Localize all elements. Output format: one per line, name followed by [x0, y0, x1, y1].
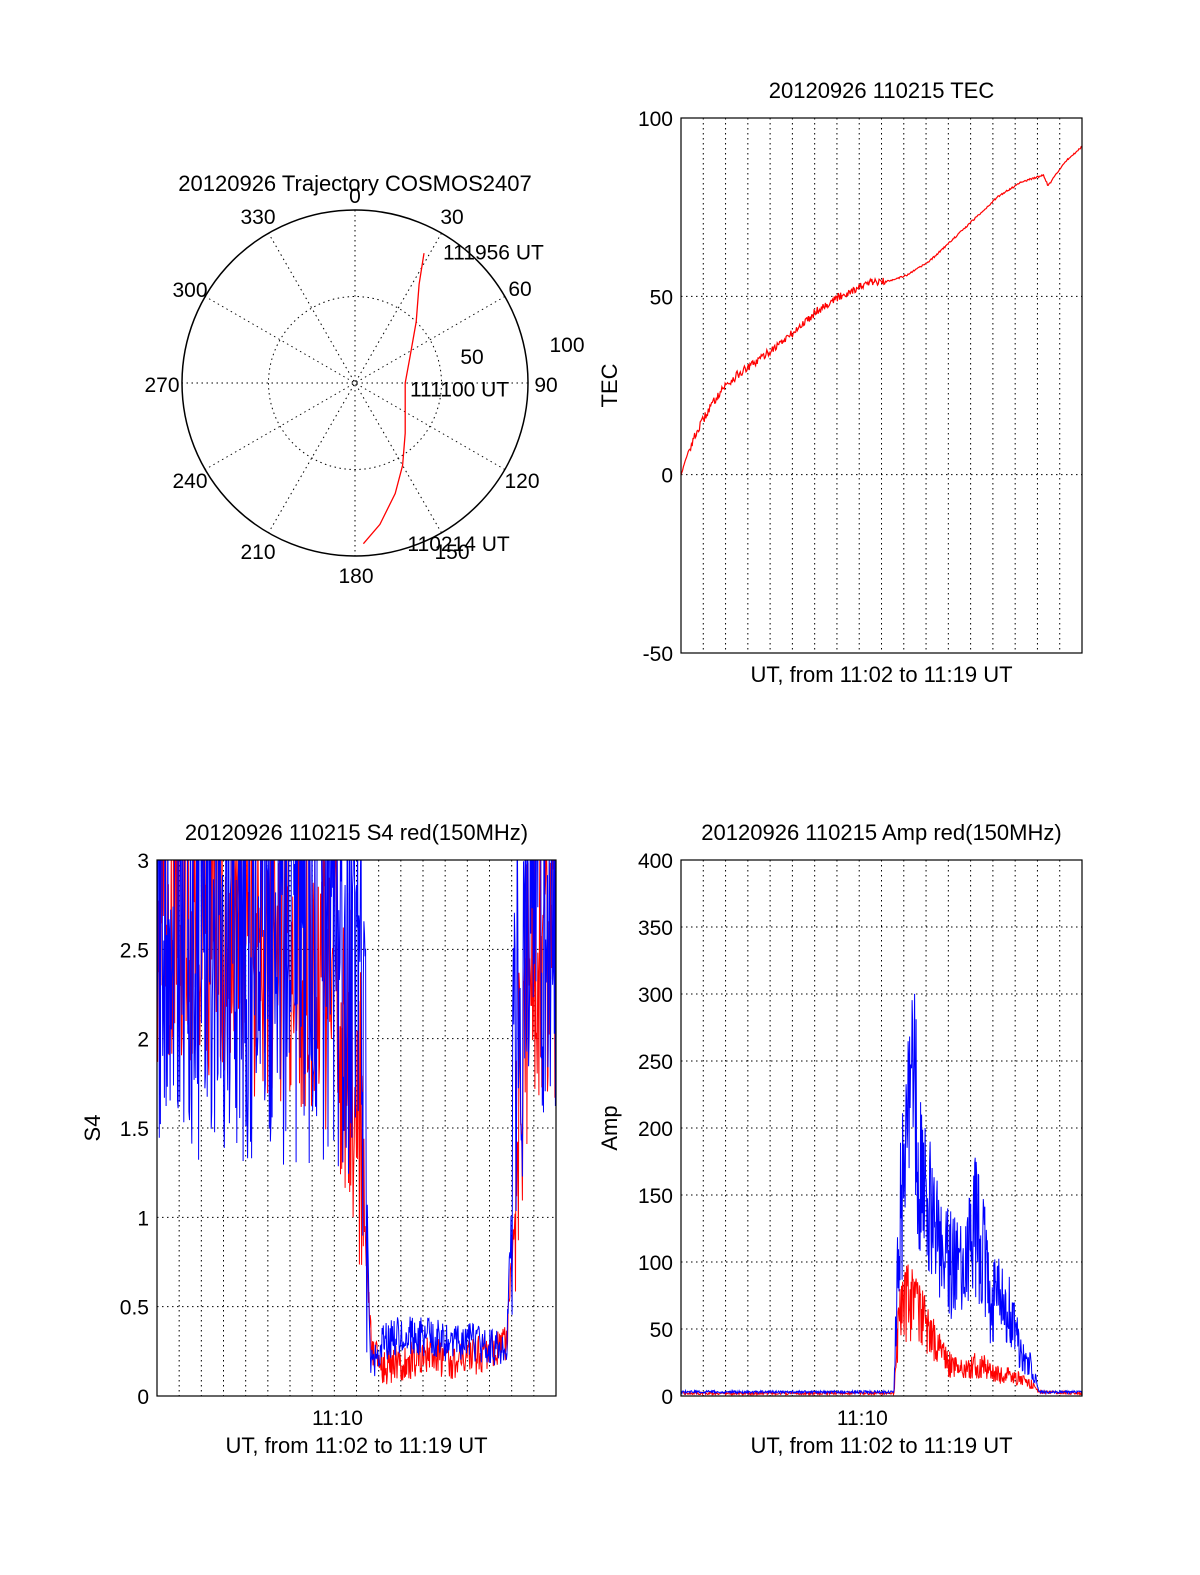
y-axis-label: S4	[80, 1115, 105, 1142]
y-tick-label: 0	[661, 1386, 673, 1409]
series-line-blue	[157, 860, 556, 1377]
polar-time-annotation: 111956 UT	[443, 241, 544, 264]
y-tick-label: 400	[638, 850, 673, 873]
polar-radius-label: 50	[460, 346, 483, 369]
polar-angle-label: 300	[172, 279, 207, 302]
y-tick-label: 200	[638, 1118, 673, 1141]
y-axis-label: TEC	[597, 363, 622, 407]
plot-frame	[680, 117, 1083, 654]
y-tick-label: 50	[650, 286, 673, 309]
polar-angle-label: 30	[440, 206, 463, 229]
y-tick-label: 2.5	[120, 939, 149, 962]
panel-title: 20120926 110215 TEC	[769, 78, 995, 103]
y-tick-label: 100	[638, 1252, 673, 1275]
panel-title: 20120926 110215 Amp red(150MHz)	[701, 820, 1061, 845]
y-tick-label: -50	[643, 643, 673, 666]
polar-angle-label: 150	[434, 541, 469, 564]
y-tick-label: 0	[137, 1386, 149, 1409]
y-tick-label: 100	[638, 108, 673, 131]
y-tick-label: 0.5	[120, 1297, 149, 1320]
y-tick-label: 0	[661, 465, 673, 488]
y-axis-label: Amp	[597, 1105, 622, 1150]
polar-trajectory-line	[362, 253, 425, 545]
y-tick-label: 300	[638, 984, 673, 1007]
x-axis-label: UT, from 11:02 to 11:19 UT	[750, 662, 1012, 687]
x-axis-label: UT, from 11:02 to 11:19 UT	[225, 1433, 487, 1458]
series-line-red	[681, 145, 1082, 476]
panel-title: 20120926 110215 S4 red(150MHz)	[185, 820, 528, 845]
polar-radius-label: 100	[549, 334, 584, 357]
polar-angle-label: 210	[240, 541, 275, 564]
polar-time-annotation: 110214 UT	[407, 533, 510, 556]
polar-time-annotation: 111100 UT	[410, 379, 509, 402]
polar-title: 20120926 Trajectory COSMOS2407	[178, 171, 531, 196]
y-tick-label: 1	[137, 1207, 149, 1230]
y-tick-label: 3	[137, 850, 149, 873]
polar-angle-label: 60	[508, 278, 531, 301]
x-tick-label: 11:10	[837, 1407, 888, 1430]
x-tick-label: 11:10	[312, 1407, 363, 1430]
x-axis-label: UT, from 11:02 to 11:19 UT	[750, 1433, 1012, 1458]
polar-angle-label: 120	[504, 470, 539, 493]
polar-angle-label: 270	[144, 374, 179, 397]
polar-angle-label: 90	[534, 374, 557, 397]
polar-angle-label: 0	[349, 185, 361, 208]
y-tick-label: 50	[650, 1319, 673, 1342]
y-tick-label: 250	[638, 1051, 673, 1074]
plot-frame	[680, 859, 1083, 1397]
polar-angle-label: 180	[338, 565, 373, 588]
y-tick-label: 350	[638, 917, 673, 940]
polar-angle-label: 240	[172, 470, 207, 493]
polar-angle-label: 330	[240, 206, 275, 229]
y-tick-label: 150	[638, 1185, 673, 1208]
y-tick-label: 1.5	[120, 1118, 149, 1141]
plot-frame	[156, 859, 557, 1397]
y-tick-label: 2	[137, 1029, 149, 1052]
series-line-blue	[681, 993, 1082, 1396]
